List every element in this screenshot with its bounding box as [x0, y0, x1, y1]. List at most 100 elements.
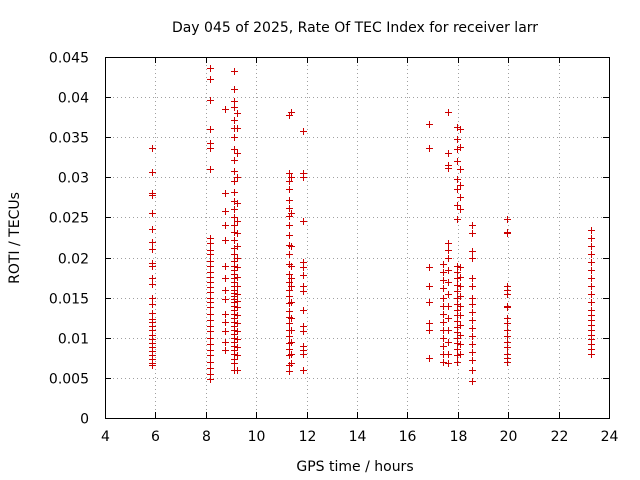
- data-point: [234, 291, 241, 298]
- data-point: [457, 166, 464, 173]
- data-point: [454, 340, 461, 347]
- data-point: [222, 190, 229, 197]
- data-point: [469, 230, 476, 237]
- grid-lines: [105, 57, 609, 418]
- data-point: [469, 325, 476, 332]
- data-point: [445, 247, 452, 254]
- data-point: [445, 109, 452, 116]
- data-point: [286, 251, 293, 258]
- data-point: [588, 251, 595, 258]
- data-point: [504, 291, 511, 298]
- data-point: [426, 299, 433, 306]
- data-point: [288, 109, 295, 116]
- data-point: [454, 288, 461, 295]
- data-point: [440, 359, 447, 366]
- y-tick-label: 0.03: [58, 171, 89, 187]
- data-point: [300, 218, 307, 225]
- data-point: [504, 333, 511, 340]
- data-point: [504, 304, 511, 311]
- data-point: [288, 283, 295, 290]
- y-tick-label: 0.025: [49, 211, 89, 227]
- data-point: [234, 200, 241, 207]
- data-point: [231, 189, 238, 196]
- data-point: [207, 317, 214, 324]
- data-point: [234, 218, 241, 225]
- data-point: [588, 351, 595, 358]
- data-point: [231, 98, 238, 105]
- data-point: [207, 335, 214, 342]
- data-point: [445, 165, 452, 172]
- data-point: [288, 351, 295, 358]
- data-point: [440, 335, 447, 342]
- data-point: [440, 285, 447, 292]
- data-point: [504, 320, 511, 327]
- data-point: [231, 222, 238, 229]
- data-point: [231, 237, 238, 244]
- data-point: [288, 315, 295, 322]
- data-point: [445, 339, 452, 346]
- data-point: [445, 150, 452, 157]
- data-point: [207, 126, 214, 133]
- data-point: [469, 378, 476, 385]
- data-point: [445, 360, 452, 367]
- data-point: [300, 307, 307, 314]
- data-point: [222, 296, 229, 303]
- data-point: [234, 298, 241, 305]
- data-point: [286, 222, 293, 229]
- data-point: [286, 178, 293, 185]
- data-point: [234, 352, 241, 359]
- data-point: [588, 283, 595, 290]
- data-point: [300, 288, 307, 295]
- data-point: [207, 263, 214, 270]
- data-point: [231, 251, 238, 258]
- data-point: [149, 263, 156, 270]
- data-point: [288, 360, 295, 367]
- data-point: [231, 206, 238, 213]
- data-point: [288, 327, 295, 334]
- data-point: [504, 327, 511, 334]
- data-point: [445, 255, 452, 262]
- y-axis-label: ROTI / TECUs: [7, 192, 23, 284]
- data-point: [222, 339, 229, 346]
- data-point: [231, 134, 238, 141]
- data-point: [469, 333, 476, 340]
- data-point: [222, 347, 229, 354]
- data-point: [286, 197, 293, 204]
- data-point: [445, 351, 452, 358]
- data-point: [207, 76, 214, 83]
- data-point: [457, 182, 464, 189]
- data-point: [457, 303, 464, 310]
- data-point: [440, 319, 447, 326]
- data-point: [207, 289, 214, 296]
- data-point: [222, 222, 229, 229]
- data-point: [286, 170, 293, 177]
- data-point: [207, 65, 214, 72]
- data-point: [207, 145, 214, 152]
- data-point: [286, 308, 293, 315]
- data-point: [426, 327, 433, 334]
- data-point: [234, 174, 241, 181]
- data-point: [149, 246, 156, 253]
- data-point: [222, 237, 229, 244]
- data-point: [222, 287, 229, 294]
- y-tick-label: 0: [80, 412, 89, 428]
- data-point: [445, 267, 452, 274]
- data-point: [149, 239, 156, 246]
- chart-title: Day 045 of 2025, Rate Of TEC Index for r…: [172, 20, 538, 36]
- data-point: [231, 229, 238, 236]
- data-point: [222, 319, 229, 326]
- data-point: [234, 320, 241, 327]
- y-tick-label: 0.015: [49, 292, 89, 308]
- data-point: [234, 243, 241, 250]
- data-point: [231, 214, 238, 221]
- data-point: [207, 365, 214, 372]
- x-tick-label: 6: [151, 429, 160, 445]
- data-point: [454, 352, 461, 359]
- data-point: [469, 309, 476, 316]
- y-tick-label: 0.005: [49, 372, 89, 388]
- data-point: [222, 208, 229, 215]
- data-point: [234, 367, 241, 374]
- data-point: [149, 301, 156, 308]
- data-point: [300, 272, 307, 279]
